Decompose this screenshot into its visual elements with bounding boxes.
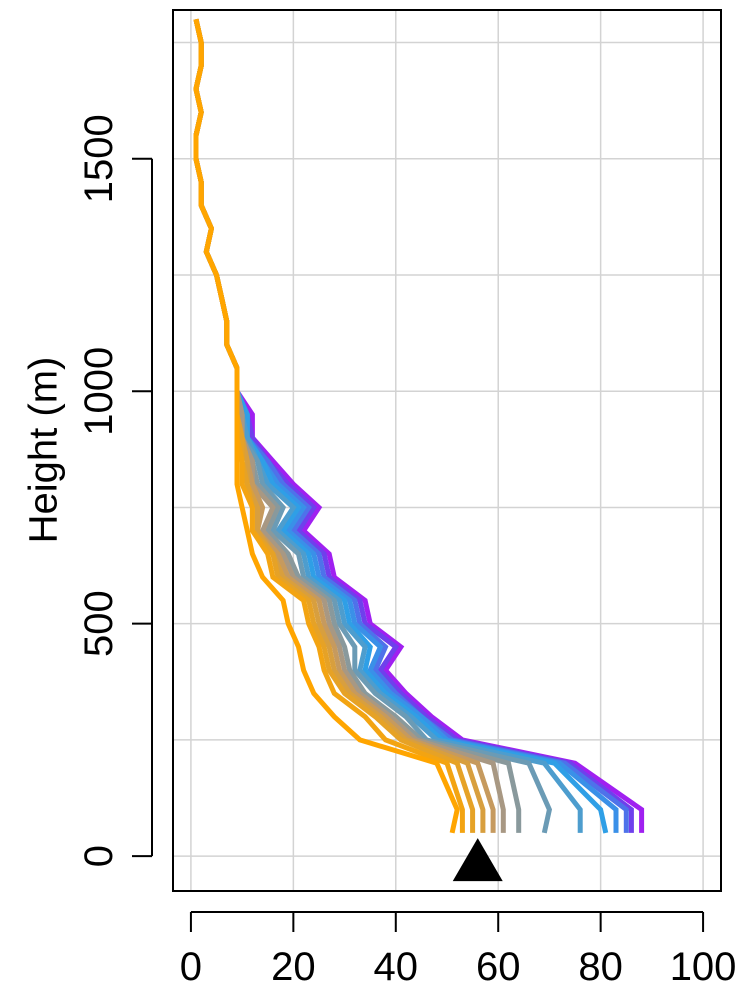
y-tick-label: 500 [77, 590, 121, 657]
y-axis-title: Height (m) [22, 357, 66, 544]
x-tick-label: 20 [271, 945, 316, 989]
y-axis: 0 500 1000 1500 [77, 114, 153, 867]
profile-lines [193, 18, 645, 834]
y-tick-label: 1500 [77, 114, 121, 203]
triangle-marker [452, 838, 503, 882]
grid-lines [173, 10, 721, 891]
x-axis: 0 20 40 60 80 100 [180, 911, 737, 989]
y-tick-label: 0 [77, 845, 121, 867]
x-tick-label: 100 [670, 945, 737, 989]
x-tick-label: 80 [578, 945, 623, 989]
x-tick-label: 0 [180, 945, 202, 989]
profile-line-14 [193, 18, 460, 834]
x-tick-label: 60 [476, 945, 521, 989]
plot-frame [172, 9, 722, 892]
x-tick-label: 40 [374, 945, 419, 989]
marker-layer [452, 838, 503, 882]
y-tick-label: 1000 [77, 347, 121, 436]
